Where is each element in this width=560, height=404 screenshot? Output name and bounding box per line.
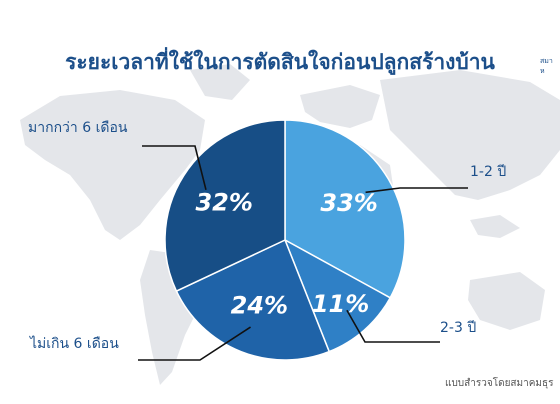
leader-line-3 bbox=[138, 326, 251, 361]
pie-slice-4 bbox=[164, 119, 286, 293]
corner-text-line-1: สมา bbox=[540, 57, 553, 65]
leader-line-1 bbox=[365, 187, 468, 194]
slice-category-label-2: 2-3 ปี bbox=[440, 320, 476, 336]
corner-text-line-2: ห bbox=[540, 67, 545, 75]
slice-value-label-2: 11% bbox=[312, 290, 369, 318]
slice-category-label-4: มากกว่า 6 เดือน bbox=[28, 120, 128, 136]
pie-slice-3 bbox=[175, 238, 331, 361]
slice-category-label-1: 1-2 ปี bbox=[470, 164, 506, 180]
pie-slice-2 bbox=[283, 238, 392, 353]
chart-title: ระยะเวลาที่ใช้ในการตัดสินใจก่อนปลูกสร้าง… bbox=[65, 50, 495, 74]
leader-line-2 bbox=[346, 309, 440, 343]
leader-line-4 bbox=[142, 145, 207, 191]
source-note: แบบสำรวจโดยสมาคมธุร bbox=[445, 378, 554, 389]
pie-slice-1 bbox=[284, 119, 406, 299]
slice-category-label-3: ไม่เกิน 6 เดือน bbox=[29, 335, 119, 352]
slice-value-label-4: 32% bbox=[195, 188, 252, 216]
slice-value-label-1: 33% bbox=[320, 189, 377, 217]
corner-logo-text: สมา ห bbox=[540, 56, 560, 96]
slice-value-label-3: 24% bbox=[231, 292, 288, 320]
